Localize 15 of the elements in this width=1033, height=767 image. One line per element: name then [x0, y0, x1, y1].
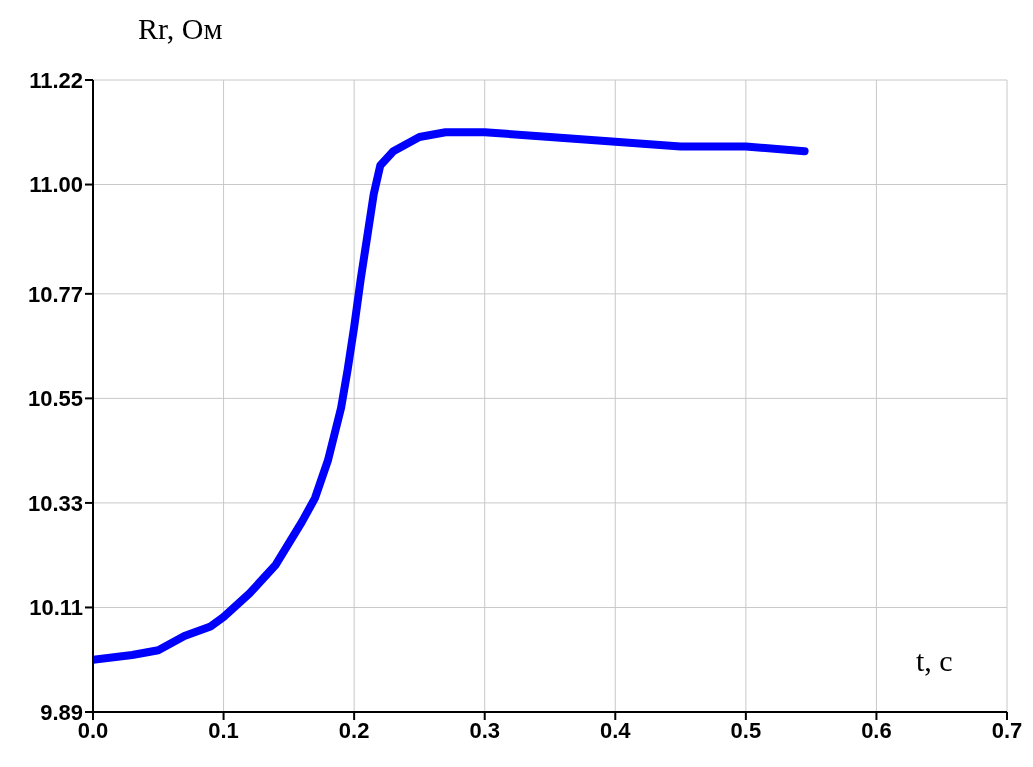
x-tick-label: 0.7 — [991, 717, 1023, 743]
y-tick-label: 10.77 — [27, 281, 83, 307]
y-tick-label: 10.55 — [27, 386, 83, 412]
x-tick-label: 0.1 — [208, 717, 239, 743]
x-tick-label: 0.4 — [599, 717, 632, 743]
x-tick-label: 0.6 — [861, 717, 892, 743]
x-tick-label: 0.5 — [730, 717, 762, 743]
x-axis-title: t, c — [916, 644, 953, 678]
y-tick-label: 10.11 — [29, 595, 83, 621]
y-tick-label: 11.00 — [29, 172, 83, 198]
y-tick-label: 10.33 — [27, 490, 83, 516]
x-tick-label: 0.2 — [338, 717, 370, 743]
y-axis-title: Rr, Ом — [138, 12, 223, 46]
x-tick-label: 0.3 — [469, 717, 501, 743]
y-tick-label: 11.22 — [29, 67, 83, 93]
